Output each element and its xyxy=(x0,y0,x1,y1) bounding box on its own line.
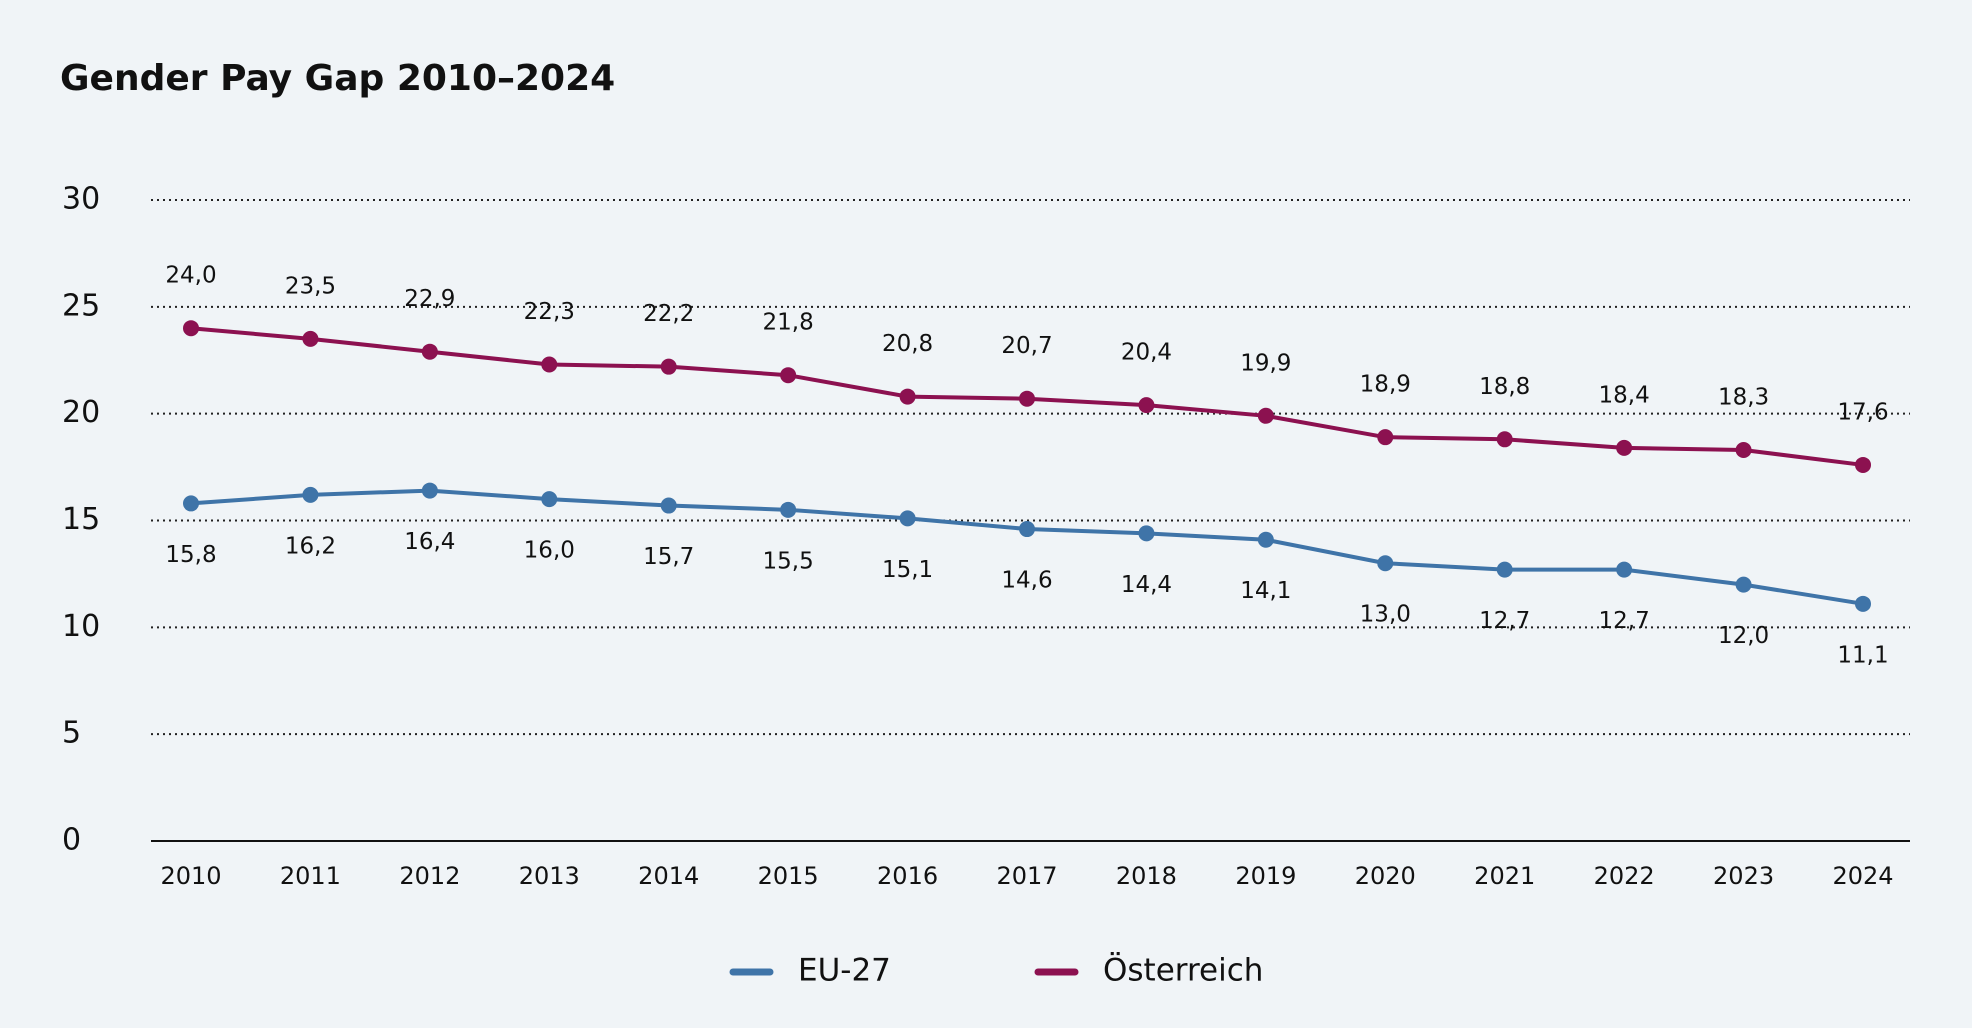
legend-label: Österreich xyxy=(1103,952,1263,989)
x-tick-label: 2016 xyxy=(877,862,938,890)
x-tick-label: 2014 xyxy=(638,862,699,890)
y-tick-label: 30 xyxy=(62,182,100,217)
data-label: 18,3 xyxy=(1718,384,1769,410)
data-label: 15,5 xyxy=(763,548,814,574)
x-tick-label: 2023 xyxy=(1713,862,1774,890)
data-label: 14,1 xyxy=(1240,578,1291,604)
data-point xyxy=(1377,555,1394,572)
x-tick-label: 2018 xyxy=(1116,862,1177,890)
data-point xyxy=(1616,561,1633,578)
data-point xyxy=(660,497,677,514)
data-point xyxy=(1257,531,1274,548)
data-label: 19,9 xyxy=(1240,350,1291,376)
data-point xyxy=(660,358,677,375)
data-point xyxy=(1855,595,1871,612)
data-label: 16,2 xyxy=(285,533,336,559)
x-tick-label: 2010 xyxy=(160,862,221,890)
data-label: 16,0 xyxy=(524,538,575,564)
data-label: 14,4 xyxy=(1121,572,1172,598)
x-tick-label: 2015 xyxy=(758,862,819,890)
y-tick-label: 25 xyxy=(62,288,100,323)
data-label: 16,4 xyxy=(404,529,455,555)
data-point xyxy=(1735,441,1752,458)
chart-title: Gender Pay Gap 2010–2024 xyxy=(60,58,615,99)
data-point xyxy=(183,495,199,512)
data-label: 22,3 xyxy=(524,299,575,325)
data-label: 12,7 xyxy=(1479,608,1530,634)
data-label: 12,0 xyxy=(1718,623,1769,649)
data-label: 11,1 xyxy=(1837,642,1888,668)
data-point xyxy=(183,320,199,337)
y-tick-label: 15 xyxy=(62,502,100,537)
data-label: 14,6 xyxy=(1001,568,1052,594)
data-point xyxy=(1257,407,1274,424)
x-tick-label: 2021 xyxy=(1474,862,1535,890)
legend-label: EU-27 xyxy=(798,953,891,989)
data-point xyxy=(1138,397,1155,414)
data-point xyxy=(541,491,558,508)
data-label: 18,4 xyxy=(1599,382,1650,408)
data-label: 17,6 xyxy=(1837,399,1888,425)
y-tick-label: 20 xyxy=(62,395,100,430)
data-point xyxy=(1377,429,1394,446)
x-tick-label: 2012 xyxy=(399,862,460,890)
data-label: 20,7 xyxy=(1001,333,1052,359)
data-label: 15,8 xyxy=(165,542,216,568)
data-label: 20,8 xyxy=(882,331,933,357)
x-tick-label: 2011 xyxy=(280,862,341,890)
data-point xyxy=(1138,525,1155,542)
data-point xyxy=(1855,456,1871,473)
data-point xyxy=(302,486,319,503)
x-tick-label: 2020 xyxy=(1355,862,1416,890)
data-point xyxy=(1735,576,1752,593)
x-tick-label: 2017 xyxy=(996,862,1057,890)
data-point xyxy=(421,482,438,499)
data-label: 22,9 xyxy=(404,286,455,312)
data-point xyxy=(899,388,916,405)
data-point xyxy=(541,356,558,373)
data-point xyxy=(1019,390,1035,407)
data-label: 21,8 xyxy=(763,310,814,336)
data-label: 18,9 xyxy=(1360,372,1411,398)
data-label: 12,7 xyxy=(1599,608,1650,634)
x-tick-label: 2024 xyxy=(1832,862,1893,890)
y-tick-label: 5 xyxy=(62,716,81,751)
x-tick-label: 2022 xyxy=(1594,862,1655,890)
data-label: 15,7 xyxy=(643,544,694,570)
y-tick-label: 0 xyxy=(62,823,81,858)
data-point xyxy=(1496,431,1513,448)
data-point xyxy=(302,330,319,347)
data-point xyxy=(780,501,797,518)
data-point xyxy=(1019,521,1035,538)
data-point xyxy=(421,343,438,360)
data-label: 24,0 xyxy=(165,263,216,289)
data-point xyxy=(1496,561,1513,578)
data-label: 13,0 xyxy=(1360,602,1411,628)
data-point xyxy=(780,367,797,384)
data-label: 22,2 xyxy=(643,301,694,327)
data-label: 23,5 xyxy=(285,273,336,299)
y-tick-label: 10 xyxy=(62,609,100,644)
x-tick-label: 2019 xyxy=(1235,862,1296,890)
data-point xyxy=(1616,439,1633,456)
data-label: 20,4 xyxy=(1121,340,1172,366)
data-label: 18,8 xyxy=(1479,374,1530,400)
data-label: 15,1 xyxy=(882,557,933,583)
x-tick-label: 2013 xyxy=(519,862,580,890)
data-point xyxy=(899,510,916,527)
